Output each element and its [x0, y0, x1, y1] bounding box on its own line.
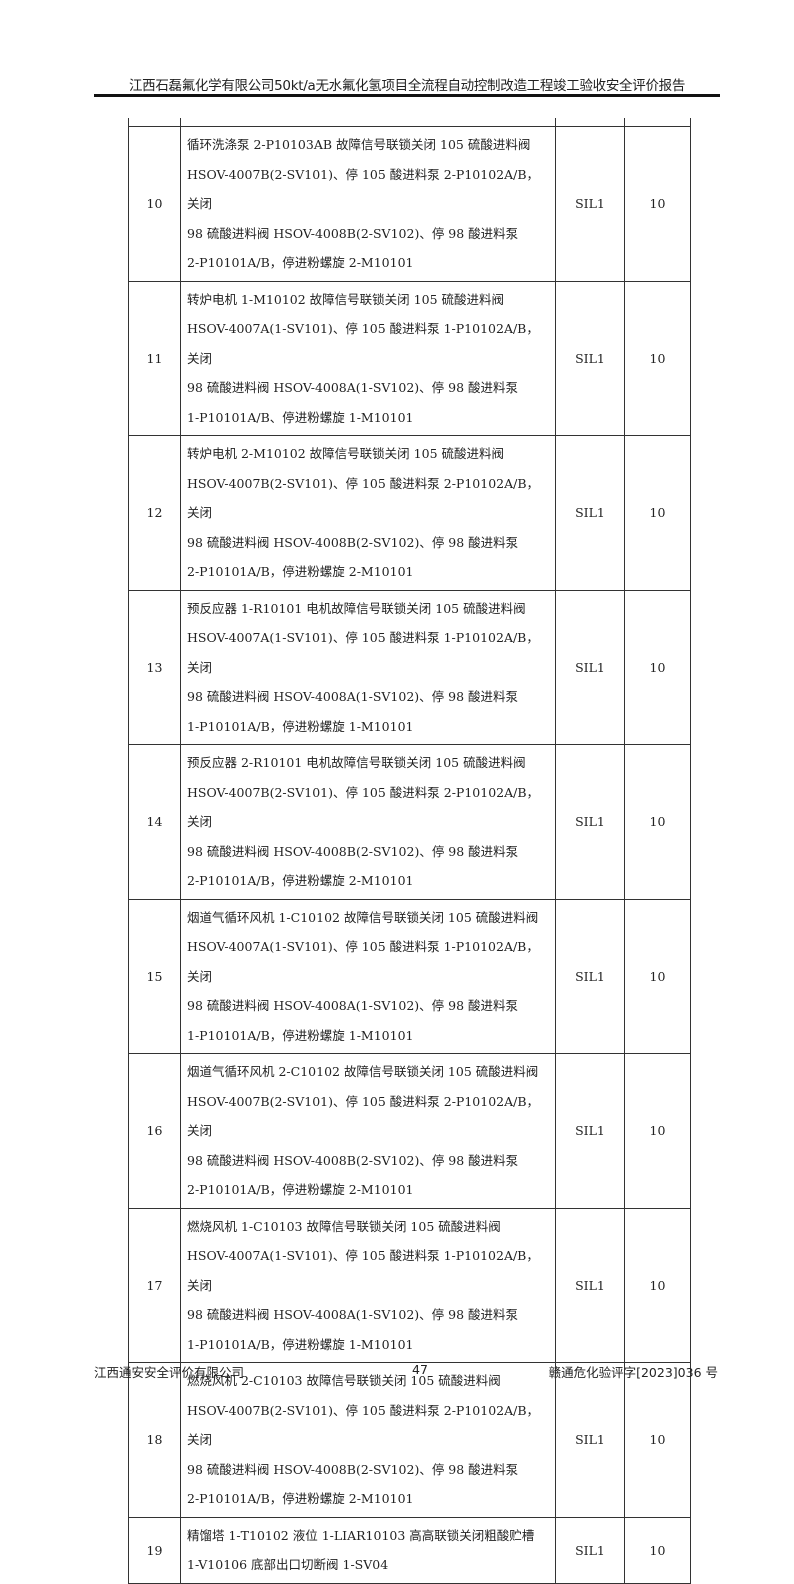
table-row: 11 转炉电机 1-M10102 故障信号联锁关闭 105 硫酸进料阀 HSOV-4… [128, 280, 691, 436]
description-line: 转炉电机 1-M10102 故障信号联锁关闭 105 硫酸进料阀 [187, 291, 504, 307]
sil-level: SIL1 [555, 1053, 625, 1209]
value: 10 [624, 1516, 691, 1584]
row-number: 18 [128, 1362, 181, 1518]
interlock-description: 烟道气循环风机 2-C10102 故障信号联锁关闭 105 硫酸进料阀 HSOV-… [180, 1053, 556, 1209]
description-line: HSOV-4007B(2-SV101)、停 105 酸进料泵 2-P10102A… [187, 784, 540, 830]
description-line: 98 硫酸进料阀 HSOV-4008B(2-SV102)、停 98 酸进料泵 [187, 1152, 519, 1168]
description-line: 98 硫酸进料阀 HSOV-4008A(1-SV102)、停 98 酸进料泵 [187, 998, 519, 1013]
sil-level: SIL1 [555, 280, 625, 436]
row-number: 17 [128, 1207, 181, 1363]
description-line: 燃烧风机 2-C10103 故障信号联锁关闭 105 硫酸进料阀 [187, 1373, 501, 1388]
description-line: 燃烧风机 1-C10103 故障信号联锁关闭 105 硫酸进料阀 [187, 1218, 501, 1234]
table-row: 13 预反应器 1-R10101 电机故障信号联锁关闭 105 硫酸进料阀 HSOV… [128, 589, 691, 745]
sil-level: SIL1 [555, 126, 625, 282]
table-row: 18 燃烧风机 2-C10103 故障信号联锁关闭 105 硫酸进料阀 HSOV-4… [128, 1362, 691, 1518]
table-row: 15 烟道气循环风机 1-C10102 故障信号联锁关闭 105 硫酸进料阀 HSO… [128, 898, 691, 1054]
description-line: 98 硫酸进料阀 HSOV-4008A(1-SV102)、停 98 酸进料泵 [187, 689, 519, 704]
sil-level: SIL1 [555, 744, 625, 900]
value: 10 [624, 126, 691, 282]
interlock-description: 循环洗涤泵 2-P10103AB 故障信号联锁关闭 105 硫酸进料阀 HSOV-… [180, 126, 556, 282]
description-line: 2-P10101A/B，停进粉螺旋 2-M10101 [187, 564, 414, 579]
interlock-table: 10 循环洗涤泵 2-P10103AB 故障信号联锁关闭 105 硫酸进料阀 HSO… [128, 118, 691, 1584]
description-line: 1-V10106 底部出口切断阀 1-SV04 [187, 1557, 389, 1572]
table-row: 19 精馏塔 1-T10102 液位 1-LIAR10103 高高联锁关闭粗酸贮槽… [128, 1516, 691, 1584]
row-number: 13 [128, 589, 181, 745]
sil-level: SIL1 [555, 898, 625, 1054]
description-line: 98 硫酸进料阀 HSOV-4008A(1-SV102)、停 98 酸进料泵 [187, 1307, 519, 1322]
table-row: 10 循环洗涤泵 2-P10103AB 故障信号联锁关闭 105 硫酸进料阀 HSO… [128, 126, 691, 282]
table-continuation-row [128, 118, 691, 127]
footer-document-number: 赣通危化验评字[2023]036 号 [548, 1365, 718, 1380]
row-number: 12 [128, 435, 181, 591]
description-line: 烟道气循环风机 2-C10102 故障信号联锁关闭 105 硫酸进料阀 [187, 1064, 539, 1079]
header-rule [94, 94, 720, 97]
footer-page-number: 47 [412, 1362, 428, 1377]
value: 10 [624, 1053, 691, 1209]
interlock-description: 转炉电机 2-M10102 故障信号联锁关闭 105 硫酸进料阀 HSOV-400… [180, 435, 556, 591]
value: 10 [624, 744, 691, 900]
description-line: HSOV-4007B(2-SV101)、停 105 酸进料泵 2-P10102A… [187, 1402, 540, 1448]
description-line: HSOV-4007A(1-SV101)、停 105 酸进料泵 1-P10102A… [187, 321, 539, 366]
description-line: 98 硫酸进料阀 HSOV-4008B(2-SV102)、停 98 酸进料泵 [187, 225, 519, 241]
value: 10 [624, 1207, 691, 1363]
description-line: HSOV-4007A(1-SV101)、停 105 酸进料泵 1-P10102A… [187, 939, 539, 984]
description-line: 2-P10101A/B，停进粉螺旋 2-M10101 [187, 873, 414, 888]
description-line: 循环洗涤泵 2-P10103AB 故障信号联锁关闭 105 硫酸进料阀 [187, 137, 531, 152]
description-line: 预反应器 2-R10101 电机故障信号联锁关闭 105 硫酸进料阀 [187, 755, 526, 770]
description-line: 1-P10101A/B，停进粉螺旋 1-M10101 [187, 1027, 414, 1043]
description-line: 1-P10101A/B，停进粉螺旋 1-M10101 [187, 1336, 414, 1352]
description-line: 98 硫酸进料阀 HSOV-4008B(2-SV102)、停 98 酸进料泵 [187, 1461, 519, 1477]
description-line: 转炉电机 2-M10102 故障信号联锁关闭 105 硫酸进料阀 [187, 446, 504, 461]
value: 10 [624, 898, 691, 1054]
description-line: HSOV-4007B(2-SV101)、停 105 酸进料泵 2-P10102A… [187, 1093, 540, 1139]
description-line: HSOV-4007B(2-SV101)、停 105 酸进料泵 2-P10102A… [187, 166, 540, 212]
page-header-title: 江西石磊氟化学有限公司50kt/a无水氟化氢项目全流程自动控制改造工程竣工验收安… [128, 78, 686, 94]
interlock-description: 精馏塔 1-T10102 液位 1-LIAR10103 高高联锁关闭粗酸贮槽 1-… [180, 1516, 556, 1584]
description-line: 98 硫酸进料阀 HSOV-4008A(1-SV102)、停 98 酸进料泵 [187, 380, 519, 395]
description-line: HSOV-4007A(1-SV101)、停 105 酸进料泵 1-P10102A… [187, 1248, 539, 1293]
sil-level: SIL1 [555, 589, 625, 745]
row-number: 16 [128, 1053, 181, 1209]
interlock-description: 预反应器 2-R10101 电机故障信号联锁关闭 105 硫酸进料阀 HSOV-4… [180, 744, 556, 900]
description-line: 2-P10101A/B，停进粉螺旋 2-M10101 [187, 1182, 414, 1197]
interlock-description: 燃烧风机 2-C10103 故障信号联锁关闭 105 硫酸进料阀 HSOV-400… [180, 1362, 556, 1518]
value: 10 [624, 435, 691, 591]
description-line: 98 硫酸进料阀 HSOV-4008B(2-SV102)、停 98 酸进料泵 [187, 843, 519, 859]
interlock-description: 燃烧风机 1-C10103 故障信号联锁关闭 105 硫酸进料阀 HSOV-400… [180, 1207, 556, 1363]
description-line: 预反应器 1-R10101 电机故障信号联锁关闭 105 硫酸进料阀 [187, 600, 526, 616]
interlock-description: 烟道气循环风机 1-C10102 故障信号联锁关闭 105 硫酸进料阀 HSOV-… [180, 898, 556, 1054]
table-row: 12 转炉电机 2-M10102 故障信号联锁关闭 105 硫酸进料阀 HSOV-4… [128, 435, 691, 591]
table-row: 14 预反应器 2-R10101 电机故障信号联锁关闭 105 硫酸进料阀 HSOV… [128, 744, 691, 900]
value: 10 [624, 589, 691, 745]
sil-level: SIL1 [555, 1207, 625, 1363]
table-row: 17 燃烧风机 1-C10103 故障信号联锁关闭 105 硫酸进料阀 HSOV-4… [128, 1207, 691, 1363]
interlock-description: 预反应器 1-R10101 电机故障信号联锁关闭 105 硫酸进料阀 HSOV-4… [180, 589, 556, 745]
table-row: 16 烟道气循环风机 2-C10102 故障信号联锁关闭 105 硫酸进料阀 HSO… [128, 1053, 691, 1209]
interlock-description: 转炉电机 1-M10102 故障信号联锁关闭 105 硫酸进料阀 HSOV-400… [180, 280, 556, 436]
sil-level: SIL1 [555, 435, 625, 591]
row-number: 14 [128, 744, 181, 900]
sil-level: SIL1 [555, 1362, 625, 1518]
row-number: 15 [128, 898, 181, 1054]
description-line: 烟道气循环风机 1-C10102 故障信号联锁关闭 105 硫酸进料阀 [187, 909, 539, 925]
footer-company: 江西通安安全评价有限公司 [94, 1365, 245, 1380]
description-line: 精馏塔 1-T10102 液位 1-LIAR10103 高高联锁关闭粗酸贮槽 [187, 1527, 535, 1543]
description-line: 98 硫酸进料阀 HSOV-4008B(2-SV102)、停 98 酸进料泵 [187, 534, 519, 550]
description-line: 1-P10101A/B，停进粉螺旋 1-M10101 [187, 718, 414, 734]
description-line: HSOV-4007A(1-SV101)、停 105 酸进料泵 1-P10102A… [187, 630, 539, 675]
sil-level: SIL1 [555, 1516, 625, 1584]
value: 10 [624, 1362, 691, 1518]
description-line: HSOV-4007B(2-SV101)、停 105 酸进料泵 2-P10102A… [187, 475, 540, 521]
row-number: 11 [128, 280, 181, 436]
description-line: 2-P10101A/B，停进粉螺旋 2-M10101 [187, 255, 414, 270]
description-line: 2-P10101A/B，停进粉螺旋 2-M10101 [187, 1491, 414, 1506]
row-number: 19 [128, 1516, 181, 1584]
description-line: 1-P10101A/B、停进粉螺旋 1-M10101 [187, 409, 414, 425]
value: 10 [624, 280, 691, 436]
row-number: 10 [128, 126, 181, 282]
